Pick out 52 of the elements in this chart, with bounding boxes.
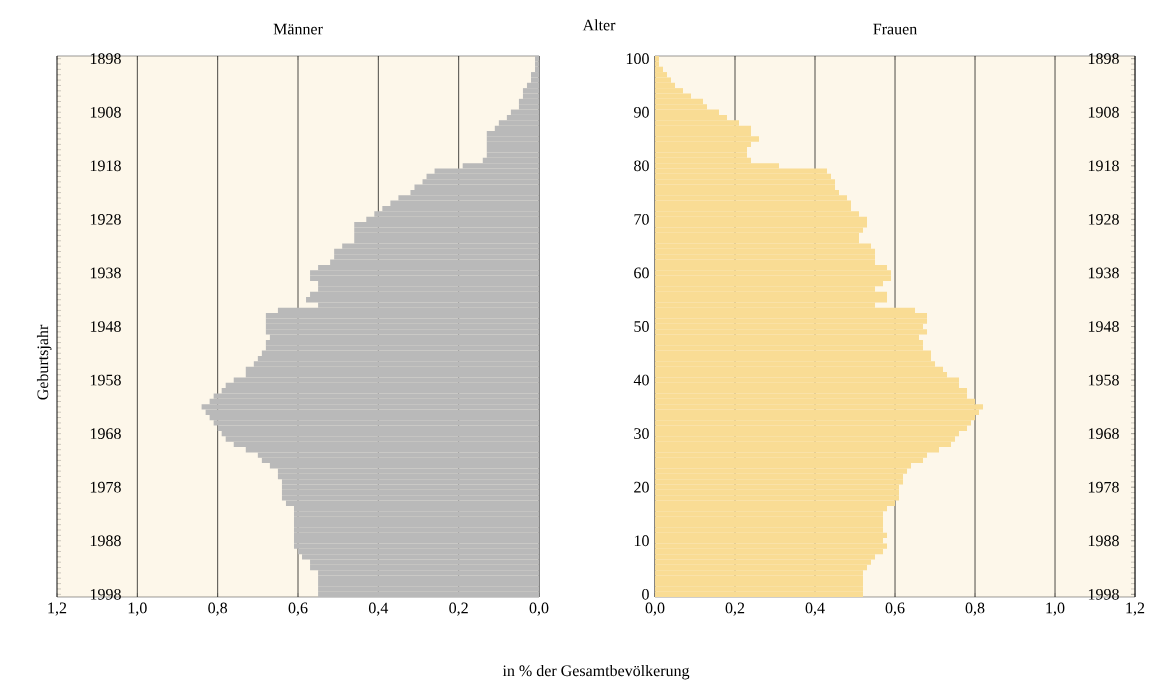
- y-tick-label: 1988: [90, 535, 121, 547]
- x-tick-label: 0,4: [368, 602, 389, 616]
- y2-tick-label: 1948: [1088, 321, 1119, 333]
- x-axis-title: in % der Gesamtbevölkerung: [502, 665, 690, 680]
- x-tick-label: 1,2: [48, 602, 67, 616]
- x-tick-label: 1,2: [1126, 602, 1145, 616]
- x-tick-label: 0,8: [208, 602, 228, 616]
- y-tick-label: 70: [634, 214, 649, 225]
- x-tick-label: 1,0: [1046, 602, 1065, 616]
- x-tick-label: 0,6: [288, 602, 308, 616]
- chart-title: Männer: [273, 23, 323, 35]
- y-tick-label: 1898: [90, 53, 121, 65]
- y-tick-label: 1998: [90, 589, 121, 600]
- y-tick-label: 1958: [90, 374, 121, 386]
- y-axis-title: Alter: [582, 19, 616, 31]
- y2-tick-label: 1968: [1088, 428, 1119, 440]
- y2-tick-label: 1958: [1088, 374, 1119, 386]
- y2-tick-label: 1998: [1088, 589, 1119, 600]
- y2-tick-label: 1898: [1088, 53, 1119, 65]
- y2-tick-label: 1988: [1088, 535, 1119, 547]
- y-tick-label: 1928: [90, 214, 121, 225]
- x-tick-label: 0,4: [805, 602, 825, 616]
- y-tick-label: 30: [634, 428, 649, 440]
- y-axis-title: Geburtsjahr: [36, 324, 52, 400]
- y-tick-label: 50: [634, 321, 649, 333]
- y-tick-label: 1908: [90, 106, 121, 118]
- y-tick-label: 0: [642, 589, 649, 600]
- y-tick-label: 1938: [90, 267, 121, 279]
- y2-tick-label: 1928: [1088, 214, 1119, 225]
- x-tick-label: 0,2: [449, 602, 468, 616]
- y2-tick-label: 1908: [1088, 106, 1119, 118]
- y-tick-label: 90: [634, 106, 649, 118]
- x-tick-label: 0,0: [529, 602, 549, 616]
- y-tick-label: 20: [634, 481, 649, 493]
- x-tick-label: 1,0: [128, 602, 147, 616]
- y-tick-label: 40: [633, 374, 649, 386]
- x-tick-label: 0,2: [725, 602, 745, 616]
- y-tick-label: 1968: [90, 428, 121, 440]
- y-tick-label: 60: [634, 267, 649, 279]
- x-tick-label: 0,6: [885, 602, 905, 616]
- y-tick-label: 1918: [90, 160, 121, 172]
- y-tick-label: 1948: [90, 321, 121, 333]
- y2-tick-label: 1938: [1088, 267, 1119, 279]
- y-tick-label: 1978: [90, 481, 121, 493]
- x-tick-label: 0,8: [965, 602, 985, 616]
- chart-title: Frauen: [873, 23, 917, 35]
- y2-tick-label: 1978: [1088, 481, 1119, 493]
- x-tick-label: 0,0: [645, 602, 665, 616]
- y2-tick-label: 1918: [1088, 160, 1119, 172]
- y-tick-label: 80: [634, 160, 649, 172]
- y-tick-label: 10: [634, 535, 649, 547]
- y-tick-label: 100: [626, 53, 649, 65]
